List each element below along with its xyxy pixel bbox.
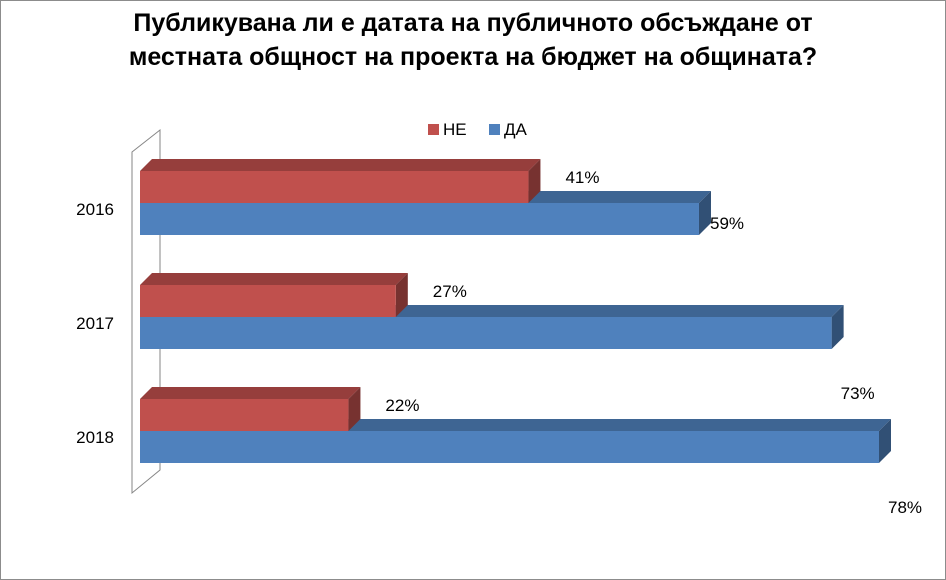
chart-title: Публикувана ли е датата на публичното об… <box>0 6 946 74</box>
bar-ne-2016 <box>140 159 541 203</box>
legend-swatch <box>428 124 439 135</box>
bar-ne-2018 <box>140 387 361 431</box>
chart-floor <box>131 128 161 495</box>
data-label: 27% <box>433 282 467 301</box>
category-tick-label: 2017 <box>76 314 114 333</box>
data-labels: 41% 27% 22% 59% 73% 78% <box>385 168 922 517</box>
legend-label: НЕ <box>443 120 467 139</box>
category-tick-label: 2018 <box>76 428 114 447</box>
category-axis: 2016 2017 2018 <box>76 200 114 447</box>
data-label: 78% <box>888 498 922 517</box>
legend-swatch <box>489 124 500 135</box>
chart-title-line-1: Публикувана ли е датата на публичното об… <box>133 9 813 37</box>
data-label: 22% <box>385 396 419 415</box>
chart-wall <box>131 128 161 495</box>
data-label: 59% <box>710 214 744 233</box>
data-label: 73% <box>841 384 875 403</box>
legend-label: ДА <box>504 120 528 139</box>
legend: НЕ ДА <box>428 120 528 139</box>
chart-title-line-2: местната общност на проекта на бюджет на… <box>128 43 818 71</box>
category-tick-label: 2016 <box>76 200 114 219</box>
bar-ne-2017 <box>140 273 408 317</box>
data-label: 41% <box>565 168 599 187</box>
bars <box>140 159 891 463</box>
